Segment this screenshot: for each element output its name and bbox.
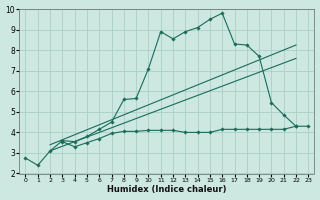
X-axis label: Humidex (Indice chaleur): Humidex (Indice chaleur) xyxy=(107,185,227,194)
